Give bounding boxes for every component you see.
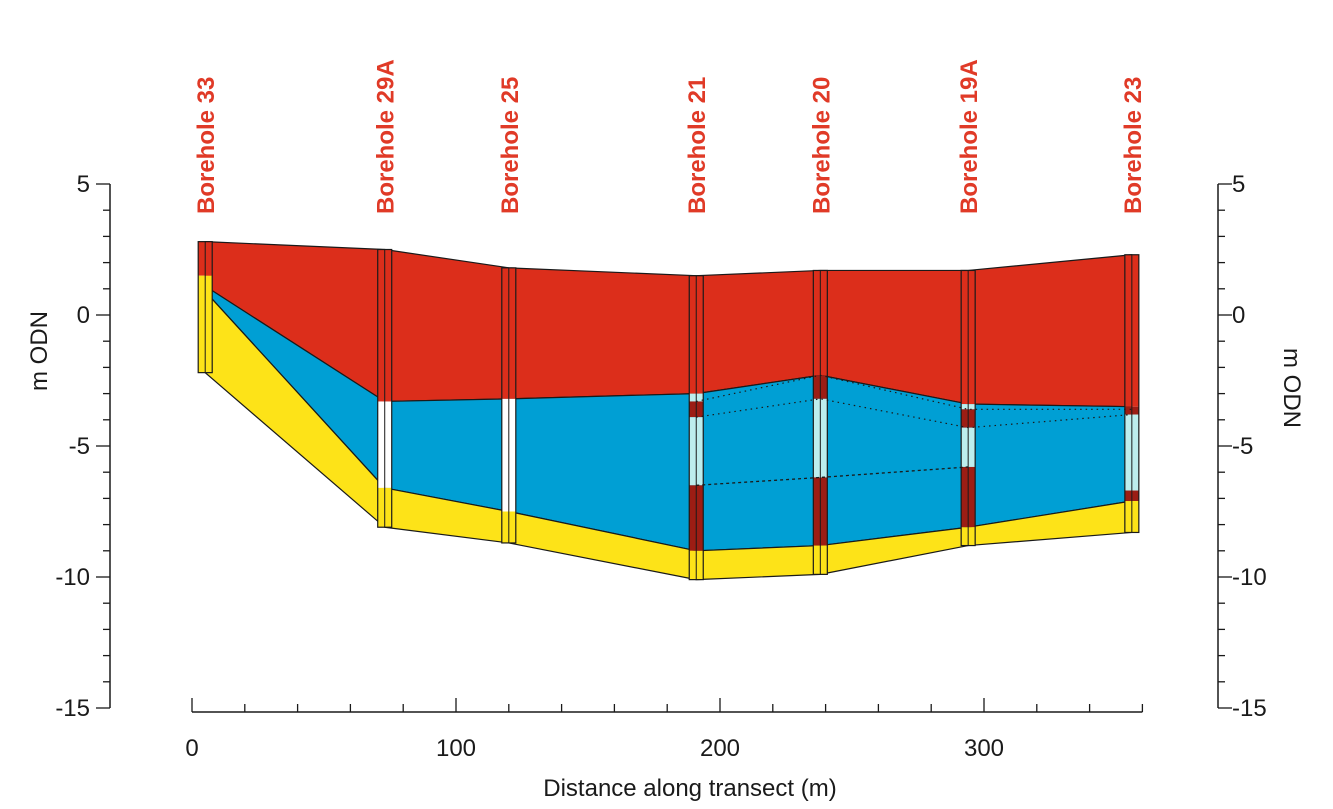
borehole-label: Borehole 19A	[956, 59, 983, 214]
right-y-axis-title: m ODN	[1278, 348, 1305, 428]
axis-ticks: 5 5 0 0 -5 -5 -10 -10 -15 -15 0 100 200 300	[55, 171, 1266, 762]
right-y-tick-label: 5	[1232, 171, 1245, 198]
borehole-label: Borehole 29A	[373, 59, 400, 214]
left-y-tick-label: 5	[77, 171, 90, 198]
borehole-label: Borehole 20	[808, 77, 835, 214]
left-y-tick-label: 0	[77, 302, 90, 329]
left-y-tick-label: -10	[55, 564, 90, 591]
borehole-columns	[197, 241, 1140, 581]
x-tick-label: 0	[185, 735, 198, 762]
borehole-label: Borehole 25	[497, 77, 524, 214]
left-y-axis-title: m ODN	[26, 311, 53, 391]
borehole-column	[1124, 254, 1140, 534]
dotted-correlation-line	[696, 398, 1132, 429]
borehole-column	[960, 269, 976, 547]
x-axis-title: Distance along transect (m)	[543, 775, 836, 802]
borehole-label: Borehole 23	[1120, 77, 1147, 214]
x-tick-label: 200	[700, 735, 740, 762]
x-tick-label: 300	[964, 735, 1004, 762]
dashed-correlation-line	[696, 466, 969, 486]
correlation-lines	[696, 374, 1132, 486]
stratigraphic-layers	[204, 241, 1133, 581]
borehole-label: Borehole 21	[684, 77, 711, 214]
borehole-labels: Borehole 33 Borehole 29A Borehole 25 Boreho…	[193, 59, 1147, 214]
right-y-tick-label: -15	[1232, 695, 1267, 722]
left-y-tick-label: -5	[69, 433, 90, 460]
borehole-column	[812, 269, 828, 575]
x-tick-label: 100	[436, 735, 476, 762]
borehole-label: Borehole 33	[193, 77, 220, 214]
borehole-column	[501, 267, 517, 544]
right-y-tick-label: -5	[1232, 433, 1253, 460]
borehole-column	[688, 275, 704, 581]
borehole-column	[197, 241, 213, 374]
left-y-tick-label: -15	[55, 695, 90, 722]
right-y-tick-label: 0	[1232, 302, 1245, 329]
borehole-column	[377, 248, 393, 528]
right-y-tick-label: -10	[1232, 564, 1267, 591]
